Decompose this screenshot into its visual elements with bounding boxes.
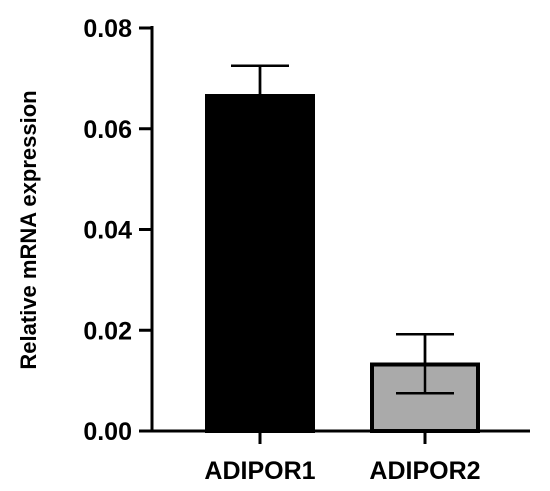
y-tick-label: 0.02	[83, 317, 132, 345]
y-tick-label: 0.06	[83, 116, 132, 144]
x-tick-label-adipor1: ADIPOR1	[204, 457, 315, 485]
bars	[205, 64, 480, 434]
x-tick-label-adipor2: ADIPOR2	[369, 457, 480, 485]
y-axis-title: Relative mRNA expression	[16, 90, 41, 369]
y-tick-label: 0.00	[83, 418, 132, 446]
bar-adipor1	[205, 94, 315, 433]
y-tick-label: 0.08	[83, 15, 132, 43]
labels: 0.00 0.02 0.04 0.06 0.08 ADIPOR1 ADIPOR2	[83, 15, 480, 485]
y-tick-label: 0.04	[83, 217, 132, 245]
bar-adipor2	[370, 362, 480, 434]
